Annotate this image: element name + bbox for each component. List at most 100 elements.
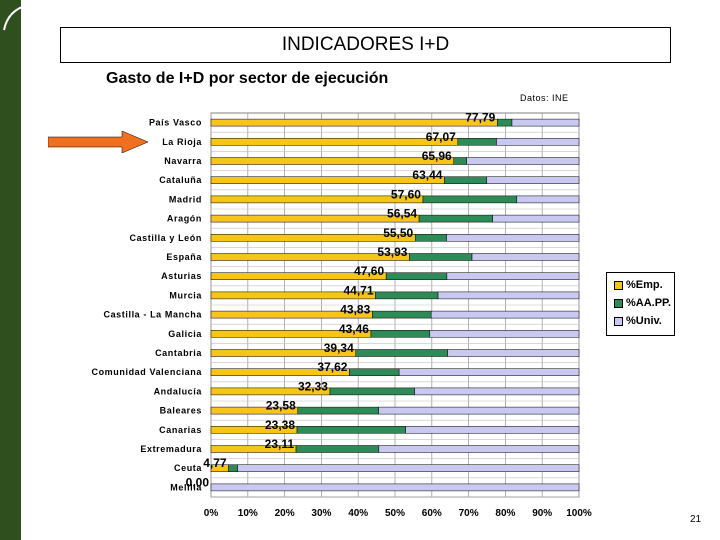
bar-segment: [237, 464, 580, 472]
category-label: España: [166, 252, 202, 262]
legend-label-emp: %Emp.: [626, 279, 663, 291]
x-tick-label: 90%: [532, 508, 552, 519]
bar-segment: [378, 406, 580, 415]
page-title: INDICADORES I+D: [281, 34, 450, 55]
legend-item-univ: %Univ.: [614, 312, 674, 330]
highlight-arrow-icon: [48, 131, 148, 153]
category-label: La Rioja: [162, 137, 202, 147]
legend-item-aapp: %AA.PP.: [614, 294, 674, 312]
bar-segment: [210, 176, 445, 184]
category-label: Extremadura: [140, 444, 202, 454]
bar-segment: [511, 118, 580, 127]
bar-segment: [210, 483, 580, 492]
category-label: Cantabria: [155, 348, 202, 358]
data-label: 44,71: [344, 283, 374, 297]
chart-legend: %Emp. %AA.PP. %Univ.: [606, 272, 675, 336]
bar-segment: [370, 330, 431, 338]
data-label: 65,96: [422, 149, 452, 163]
data-label: 32,33: [298, 379, 328, 393]
legend-swatch-aapp: [614, 298, 623, 308]
bar-segment: [375, 291, 439, 300]
bar-segment: [210, 157, 454, 165]
bar-segment: [414, 234, 447, 242]
x-tick-label: 0%: [204, 508, 219, 519]
category-label: Cataluña: [159, 175, 202, 185]
x-tick-label: 70%: [459, 508, 479, 519]
data-label: 67,07: [426, 130, 456, 144]
legend-label-univ: %Univ.: [626, 315, 662, 327]
x-tick-label: 10%: [238, 508, 258, 519]
bar-segment: [210, 138, 459, 146]
bar-segment: [466, 157, 580, 165]
bar-segment: [295, 445, 380, 453]
x-tick-label: 40%: [348, 508, 368, 519]
page-title-box: INDICADORES I+D: [60, 27, 671, 63]
category-label: Comunidad Valenciana: [91, 367, 202, 377]
category-label: Castilla - La Mancha: [103, 310, 202, 320]
bar-segment: [457, 138, 497, 146]
bar-segment: [447, 349, 580, 357]
category-label: Madrid: [169, 194, 202, 204]
x-tick-label: 80%: [495, 508, 515, 519]
x-tick-label: 100%: [566, 508, 592, 519]
category-label: Galicia: [168, 329, 202, 339]
bar-segment: [409, 253, 473, 261]
data-label: 57,60: [391, 187, 421, 201]
category-label: Murcia: [169, 290, 202, 300]
bar-segment: [398, 368, 580, 376]
category-label: Ceuta: [174, 463, 202, 473]
page-number: 21: [690, 514, 702, 525]
category-label: País Vasco: [149, 118, 202, 128]
category-label: Baleares: [160, 406, 202, 416]
bar-segment: [372, 310, 432, 319]
data-source: Datos: INE: [520, 93, 569, 103]
bar-segment: [471, 253, 580, 261]
bar-segment: [297, 406, 379, 415]
bar-segment: [446, 234, 580, 242]
data-label: 23,11: [265, 437, 295, 451]
chart-subtitle: Gasto de I+D por sector de ejecución: [106, 70, 389, 87]
bar-segment: [385, 272, 448, 280]
bar-segment: [497, 118, 513, 127]
bar-segment: [486, 176, 580, 184]
corner-swoosh-icon: [3, 4, 29, 31]
bar-segment: [405, 426, 580, 434]
bar-segment: [355, 349, 449, 357]
bar-segment: [414, 387, 580, 396]
bar-segment: [418, 214, 493, 223]
data-label: 43,83: [340, 303, 370, 317]
x-tick-label: 60%: [422, 508, 442, 519]
bar-segment: [378, 445, 580, 453]
data-label: 37,62: [317, 360, 347, 374]
bar-segment: [446, 272, 580, 280]
bar-segment: [349, 368, 400, 376]
data-label: 63,44: [412, 168, 442, 182]
bar-segment: [210, 118, 498, 127]
x-tick-label: 30%: [311, 508, 331, 519]
legend-label-aapp: %AA.PP.: [626, 297, 672, 309]
bar-segment: [329, 387, 415, 396]
bar-segment: [228, 464, 239, 472]
bar-segment: [444, 176, 488, 184]
data-label: 55,50: [383, 226, 413, 240]
bar-segment: [422, 195, 518, 204]
data-label: 53,93: [377, 245, 407, 259]
bar-segment: [496, 138, 580, 146]
bar-segment: [453, 157, 467, 165]
category-label: Asturias: [161, 271, 202, 281]
category-label: Aragón: [167, 214, 202, 224]
category-label: Navarra: [164, 156, 202, 166]
bar-segment: [430, 310, 580, 319]
category-label: Melilla: [170, 482, 202, 492]
category-label: Castilla y León: [129, 233, 202, 243]
data-label: 77,79: [465, 111, 495, 125]
bar-segment: [296, 426, 406, 434]
data-label: 56,54: [387, 207, 417, 221]
left-decorative-bar: [0, 0, 29, 540]
bar-segment: [429, 330, 580, 338]
data-label: 4,77: [203, 456, 227, 470]
data-label: 23,58: [266, 399, 296, 413]
legend-swatch-univ: [614, 316, 623, 326]
data-label: 0,00: [186, 475, 210, 489]
